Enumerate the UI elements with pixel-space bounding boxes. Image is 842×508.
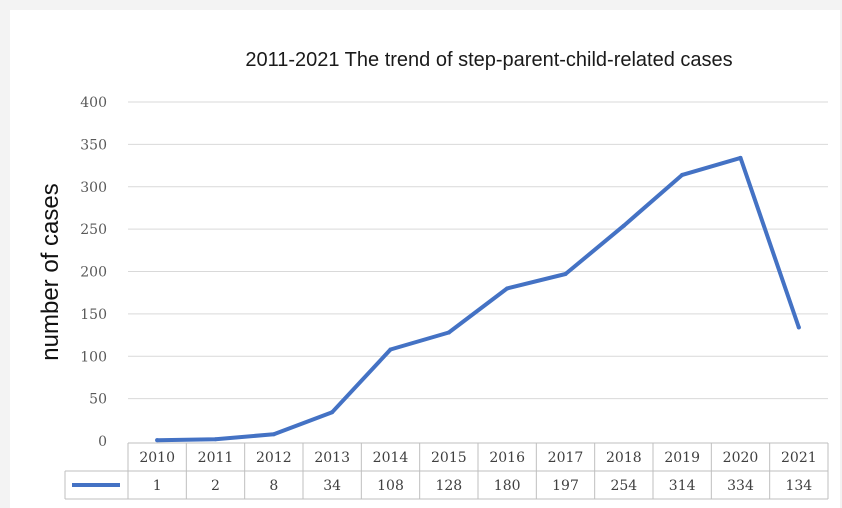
x-tick-label: 2019: [664, 450, 700, 466]
data-point: [446, 330, 451, 335]
x-tick-label: 2015: [431, 450, 467, 466]
data-table-value: 180: [494, 478, 521, 494]
data-table-value: 128: [435, 478, 462, 494]
x-tick-label: 2011: [198, 450, 234, 466]
chart-frame: 2011-2021 The trend of step-parent-child…: [10, 10, 840, 508]
x-tick-label: 2016: [489, 450, 525, 466]
data-table-value: 254: [610, 478, 637, 494]
y-tick-label: 250: [80, 222, 107, 238]
data-point: [796, 325, 801, 330]
data-point: [563, 272, 568, 277]
data-point: [388, 347, 393, 352]
series-group: [155, 155, 801, 443]
chart-title: 2011-2021 The trend of step-parent-child…: [245, 49, 732, 71]
y-tick-label: 100: [80, 349, 107, 365]
x-tick-label: 2014: [373, 450, 409, 466]
x-tick-label: 2021: [781, 450, 817, 466]
data-point: [271, 432, 276, 437]
x-tick-label: 2020: [723, 450, 759, 466]
data-point: [738, 155, 743, 160]
data-point: [213, 437, 218, 442]
data-table-value: 197: [552, 478, 579, 494]
gridlines: [128, 101, 828, 400]
y-axis-label: number of cases: [37, 183, 64, 360]
data-point: [505, 286, 510, 291]
data-table-value: 1: [153, 478, 162, 494]
x-tick-label: 2013: [314, 450, 350, 466]
x-tick-label: 2010: [139, 450, 175, 466]
x-tick-label: 2018: [606, 450, 642, 466]
y-tick-label: 0: [98, 434, 107, 450]
line-chart: 2011-2021 The trend of step-parent-child…: [37, 49, 829, 500]
y-tick-labels: 0 50 100 150 200 250 300 350 400: [80, 95, 107, 450]
data-table-value: 334: [727, 478, 754, 494]
y-tick-label: 300: [80, 180, 107, 196]
data-point: [621, 223, 626, 228]
series-line: [155, 155, 801, 443]
data-table-value: 34: [323, 478, 341, 494]
data-table: 2010 2011 2012 2013 2014 2015 2016 2017 2018 2019…: [64, 442, 829, 500]
y-tick-label: 350: [80, 137, 107, 153]
data-point: [680, 172, 685, 177]
y-tick-label: 150: [80, 307, 107, 323]
y-tick-label: 200: [80, 265, 107, 281]
data-table-value: 8: [269, 478, 278, 494]
data-point: [330, 410, 335, 415]
x-tick-label: 2017: [548, 450, 584, 466]
data-table-value: 134: [785, 478, 812, 494]
data-table-value: 314: [669, 478, 696, 494]
y-tick-label: 400: [80, 95, 107, 111]
data-table-value: 2: [211, 478, 220, 494]
y-tick-label: 50: [89, 392, 107, 408]
data-point: [155, 438, 160, 443]
x-tick-label: 2012: [256, 450, 292, 466]
data-table-value: 108: [377, 478, 404, 494]
